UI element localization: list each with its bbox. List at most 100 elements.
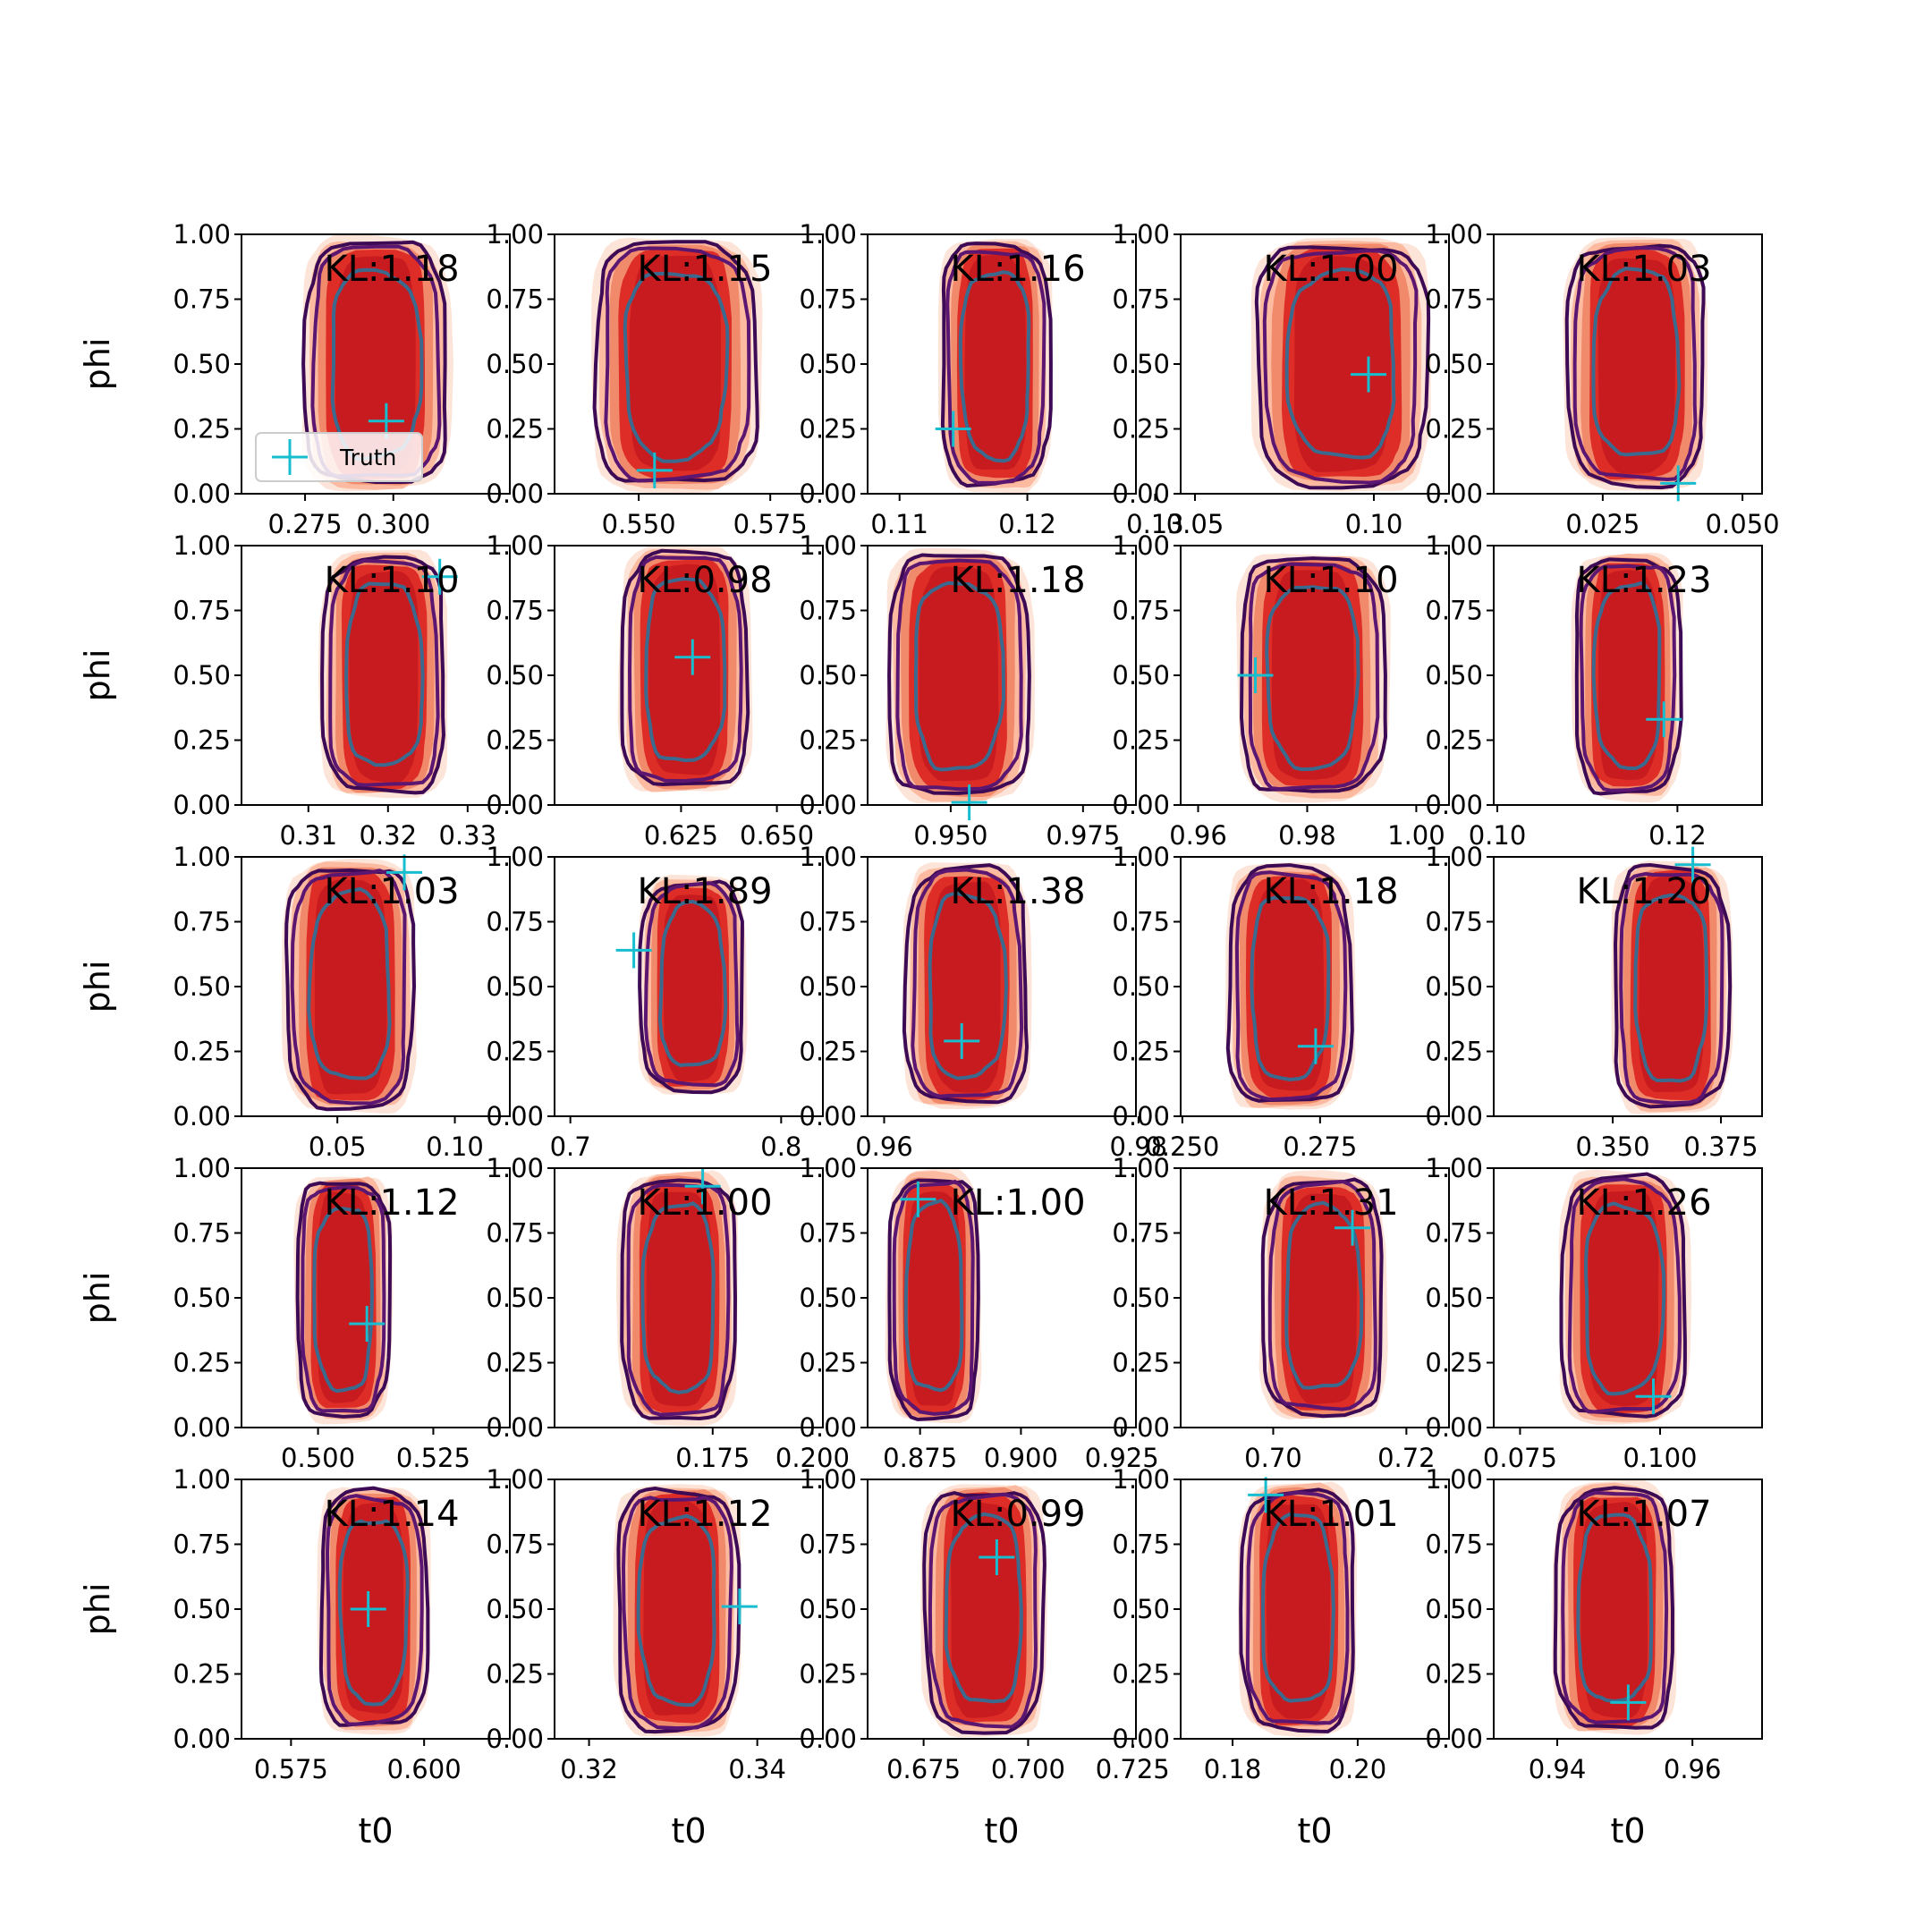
contour-line-mid — [643, 881, 740, 1088]
truth-marker — [935, 411, 971, 447]
y-tick-label: 0.75 — [1425, 596, 1483, 626]
y-tick-label: 0.75 — [799, 596, 857, 626]
y-tick-label: 0.00 — [1425, 790, 1483, 820]
density-area — [1235, 554, 1391, 803]
y-axis-label: phi — [78, 1272, 117, 1325]
kl-annotation: KL:1.15 — [637, 249, 772, 290]
y-tick-label: 0.00 — [173, 1724, 231, 1754]
y-tick-label: 0.25 — [1112, 725, 1170, 756]
contour-line-mid — [945, 250, 1046, 485]
density-area — [1238, 1481, 1358, 1737]
y-tick-label: 1.00 — [486, 219, 544, 250]
y-tick-label: 0.50 — [1425, 971, 1483, 1002]
y-tick-label: 1.00 — [799, 1464, 857, 1495]
density-fill-core-dark — [1588, 1190, 1659, 1407]
density-area — [293, 1176, 394, 1425]
y-tick-label: 0.75 — [486, 284, 544, 315]
y-tick-label: 0.50 — [799, 349, 857, 379]
y-tick-label: 0.50 — [173, 1594, 231, 1624]
y-tick-label: 1.00 — [1112, 219, 1170, 250]
x-tick-label: 1.00 — [1387, 820, 1445, 851]
density-fill-core-dark — [1639, 876, 1705, 1092]
x-tick-label: 0.96 — [1664, 1754, 1722, 1784]
kl-annotation: KL:1.18 — [324, 249, 459, 290]
y-tick-label: 0.75 — [1425, 1530, 1483, 1560]
x-tick-label: 0.96 — [1169, 820, 1227, 851]
contour-line-outer — [1254, 245, 1431, 490]
contour-line-inner — [640, 1201, 716, 1394]
contour-line-outer — [940, 242, 1053, 488]
x-tick-label: 0.075 — [1483, 1443, 1557, 1473]
contour-line-mid — [1619, 871, 1724, 1106]
x-tick-label: 0.250 — [1145, 1131, 1219, 1162]
density-area — [1563, 236, 1708, 491]
kl-annotation: KL:1.07 — [1576, 1494, 1711, 1535]
y-tick-label: 1.00 — [1112, 530, 1170, 561]
truth-marker — [1248, 1477, 1284, 1513]
kl-annotation: KL:0.99 — [950, 1494, 1085, 1535]
truth-marker — [1335, 1209, 1371, 1246]
kl-annotation: KL:1.12 — [637, 1494, 772, 1535]
y-tick-label: 0.25 — [1425, 1659, 1483, 1690]
panel-1-3: 0.00 0.25 0.50 0.75 1.00 0.11 0.12 0.13 KL:1.16 — [799, 219, 1183, 539]
contour-line-mid — [1267, 1179, 1377, 1411]
density-area — [1571, 552, 1683, 803]
y-tick-label: 0.50 — [1112, 349, 1170, 379]
contour-line-mid — [621, 1496, 733, 1731]
contour-line-outer — [1559, 1172, 1687, 1419]
contour-line-mid — [627, 555, 743, 784]
density-fill-core-dark — [1293, 256, 1392, 472]
kl-annotation: KL:1.23 — [1576, 560, 1711, 601]
truth-marker — [1237, 657, 1274, 693]
y-tick-label: 0.00 — [486, 790, 544, 820]
y-tick-label: 0.25 — [1425, 414, 1483, 445]
legend-label: Truth — [339, 445, 396, 470]
x-tick-label: 0.375 — [1684, 1131, 1758, 1162]
panel-5-5: 0.00 0.25 0.50 0.75 1.00 0.94 0.96 KL:1.07 t0 — [1425, 1464, 1763, 1851]
contour-line-mid — [626, 1182, 731, 1417]
y-tick-label: 0.25 — [173, 1659, 231, 1690]
density-fill-core-dark — [1598, 570, 1658, 780]
density-fill-core-dark — [931, 881, 1001, 1093]
y-tick-label: 0.25 — [173, 414, 231, 445]
truth-marker — [721, 1589, 758, 1625]
kl-annotation: KL:0.98 — [637, 560, 772, 601]
density-area — [613, 1484, 741, 1737]
kl-annotation: KL:1.20 — [1576, 871, 1711, 912]
legend-box — [255, 432, 423, 482]
x-tick-label: 0.350 — [1576, 1131, 1650, 1162]
contour-line-outer — [1553, 1486, 1675, 1730]
x-tick-label: 0.575 — [254, 1754, 328, 1784]
y-tick-label: 1.00 — [1425, 842, 1483, 872]
kl-annotation: KL:1.01 — [1263, 1494, 1398, 1535]
x-tick-label: 0.625 — [644, 820, 718, 851]
x-tick-label: 0.70 — [1244, 1443, 1302, 1473]
x-tick-label: 0.13 — [1126, 509, 1184, 539]
y-tick-label: 0.50 — [1112, 660, 1170, 691]
y-tick-label: 0.25 — [1112, 1659, 1170, 1690]
contour-line-mid — [301, 1185, 386, 1413]
y-tick-label: 0.25 — [799, 414, 857, 445]
x-tick-label: 0.925 — [1085, 1443, 1159, 1473]
y-tick-label: 0.50 — [1425, 349, 1483, 379]
panel-3-1: 0.00 0.25 0.50 0.75 1.00 0.05 0.10 KL:1.03 phi — [78, 842, 511, 1162]
y-tick-label: 0.50 — [486, 349, 544, 379]
truth-marker — [944, 1022, 980, 1059]
x-tick-label: 0.32 — [560, 1754, 618, 1784]
contour-line-inner — [903, 1198, 964, 1393]
density-area — [920, 1484, 1047, 1738]
x-tick-label: 0.33 — [439, 820, 497, 851]
y-tick-label: 0.75 — [486, 1530, 544, 1560]
contour-line-mid — [290, 869, 407, 1106]
x-axis-label: t0 — [358, 1811, 393, 1851]
contour-line-mid — [928, 1492, 1038, 1729]
x-tick-label: 0.98 — [1278, 820, 1336, 851]
x-tick-label: 0.650 — [740, 820, 814, 851]
y-tick-label: 0.25 — [486, 1037, 544, 1067]
kl-annotation: KL:1.18 — [950, 560, 1085, 601]
y-tick-label: 0.25 — [799, 1037, 857, 1067]
panel-1-1: 0.00 0.25 0.50 0.75 1.00 0.275 0.300 KL:1.18 phi… — [78, 219, 511, 539]
y-tick-label: 0.75 — [799, 284, 857, 315]
y-tick-label: 0.00 — [1112, 479, 1170, 509]
density-area — [885, 1168, 982, 1424]
